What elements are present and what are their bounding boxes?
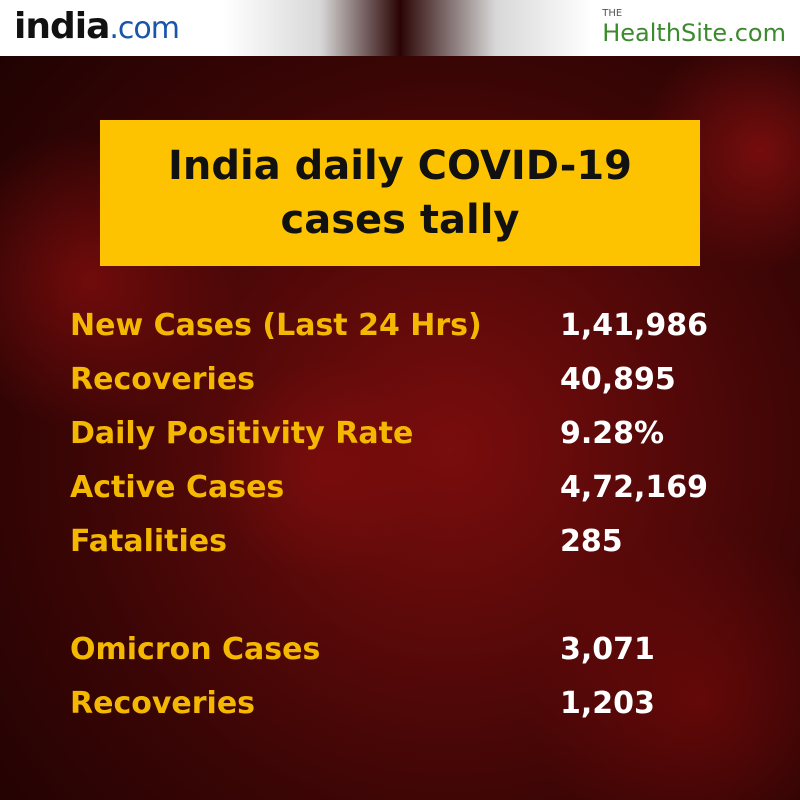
stat-value: 4,72,169: [560, 470, 709, 505]
stat-label: Recoveries: [70, 686, 256, 721]
stat-label: Omicron Cases: [70, 632, 321, 667]
stat-label: Fatalities: [70, 524, 227, 559]
logo-name: india: [14, 6, 110, 47]
stat-value: 285: [560, 524, 623, 559]
stat-label: Recoveries: [70, 362, 256, 397]
stat-label: Active Cases: [70, 470, 285, 505]
india-logo: india.com: [14, 6, 180, 47]
stat-label: New Cases (Last 24 Hrs): [70, 308, 482, 343]
stat-value: 1,203: [560, 686, 655, 721]
stat-row: Active Cases 4,72,169: [70, 470, 770, 524]
logo-suffix: .com: [109, 11, 180, 46]
stat-row: Recoveries 40,895: [70, 362, 770, 416]
stat-value: 3,071: [560, 632, 655, 667]
stat-value: 1,41,986: [560, 308, 709, 343]
header: india.com THE HealthSite.com: [0, 0, 800, 56]
stat-row: Omicron Cases 3,071: [70, 632, 770, 686]
title-box: India daily COVID-19 cases tally: [100, 120, 700, 266]
stat-row: Fatalities 285: [70, 524, 770, 578]
stat-label: Daily Positivity Rate: [70, 416, 414, 451]
logo-prefix: THE: [602, 8, 623, 19]
stat-value: 40,895: [560, 362, 676, 397]
stat-row: New Cases (Last 24 Hrs) 1,41,986: [70, 308, 770, 362]
healthsite-logo: THE HealthSite.com: [602, 8, 786, 47]
title: India daily COVID-19 cases tally: [167, 143, 632, 243]
stat-row: Recoveries 1,203: [70, 686, 770, 740]
logo-name: HealthSite.com: [602, 19, 786, 47]
stat-row: Daily Positivity Rate 9.28%: [70, 416, 770, 470]
stat-value: 9.28%: [560, 416, 665, 451]
